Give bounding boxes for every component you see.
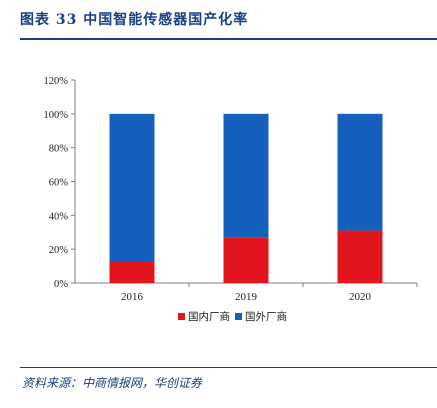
bar-foreign-2019	[223, 113, 269, 238]
y-tick-label: 100%	[44, 110, 69, 121]
y-tick-label: 120%	[44, 76, 69, 87]
bar-foreign-2016	[109, 113, 155, 262]
legend-swatch	[235, 313, 242, 320]
y-tick-label: 40%	[49, 211, 69, 222]
header-rule	[20, 38, 437, 40]
footer-rule	[20, 367, 437, 368]
figure-title: 图表 33 中国智能传感器国产化率	[20, 12, 249, 28]
bar-foreign-2020	[337, 113, 383, 231]
y-tick-label: 80%	[49, 144, 69, 155]
y-tick-label: 60%	[49, 178, 69, 189]
legend-label: 国内厂商	[188, 310, 230, 323]
source-note: 资料来源：中商情报网，华创证券	[22, 376, 203, 390]
bar-domestic-2020	[337, 230, 383, 283]
bar-domestic-2016	[109, 261, 155, 283]
legend-label: 国外厂商	[245, 310, 287, 323]
y-tick-label: 0%	[54, 279, 68, 290]
y-tick-label: 20%	[49, 245, 69, 256]
x-tick-label: 2016	[121, 291, 144, 303]
bar-domestic-2019	[223, 237, 269, 283]
figure-header: 图表 33 中国智能传感器国产化率	[0, 0, 437, 40]
x-tick-label: 2019	[235, 291, 258, 303]
x-tick-label: 2020	[349, 291, 372, 303]
legend-swatch	[178, 313, 185, 320]
